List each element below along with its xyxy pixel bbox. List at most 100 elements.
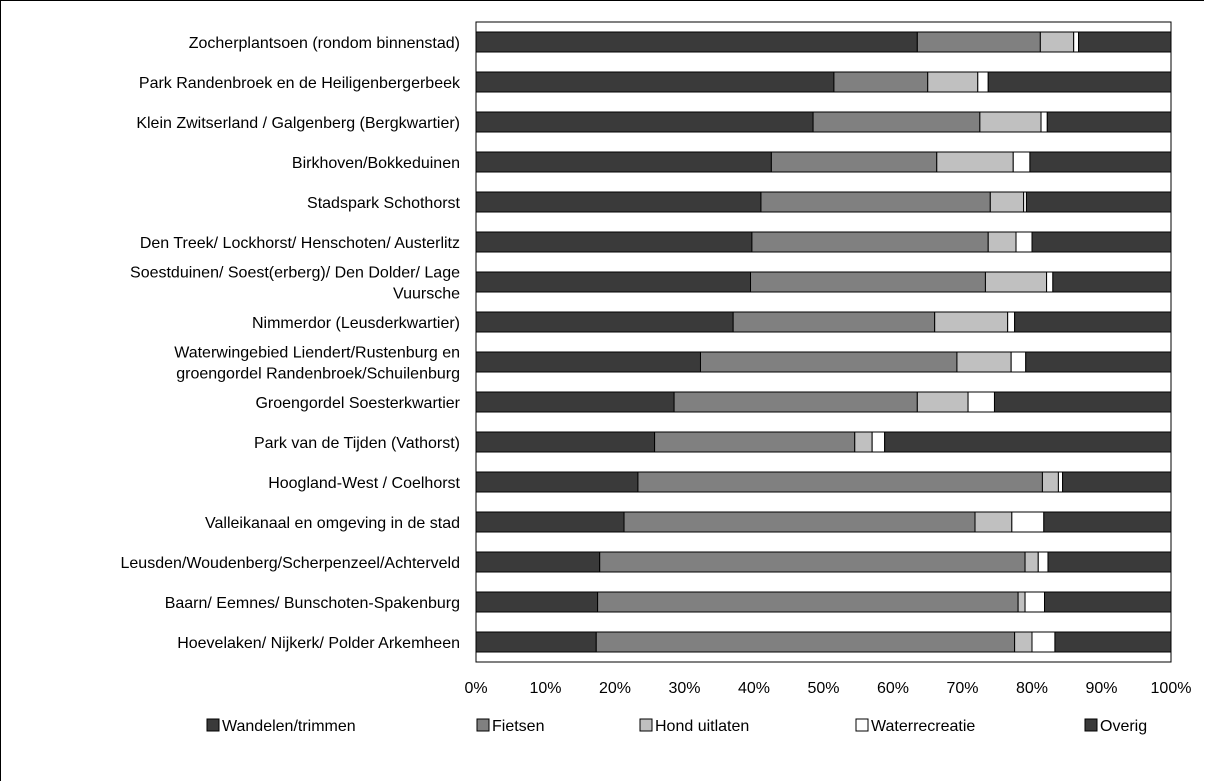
bar-segment bbox=[1014, 631, 1033, 653]
bar-segment bbox=[1024, 551, 1039, 573]
bar-segment bbox=[751, 231, 989, 253]
category-label: Park van de Tijden (Vathorst) bbox=[254, 435, 460, 452]
category-label: groengordel Randenbroek/Schuilenburg bbox=[176, 366, 460, 383]
bar-segment bbox=[1040, 111, 1048, 133]
bar-segment bbox=[974, 511, 1013, 533]
bar-segment bbox=[1012, 151, 1031, 173]
bar-segment bbox=[475, 311, 734, 333]
gridlines bbox=[475, 21, 1172, 663]
bar-segment bbox=[927, 71, 979, 93]
bar-segment bbox=[1078, 31, 1172, 53]
bar-segment bbox=[1031, 631, 1056, 653]
bar-segment bbox=[595, 631, 1016, 653]
bar-segment bbox=[979, 111, 1042, 133]
bar-segment bbox=[1044, 591, 1172, 613]
category-label: Leusden/Woudenberg/Scherpenzeel/Achterve… bbox=[121, 555, 461, 572]
x-tick-label: 90% bbox=[1085, 680, 1117, 697]
bar-segment bbox=[884, 431, 1172, 453]
category-label: Valleikanaal en omgeving in de stad bbox=[205, 515, 460, 532]
bar-segment bbox=[1054, 631, 1172, 653]
legend-swatch bbox=[855, 718, 869, 732]
legend-label: Overig bbox=[1100, 718, 1147, 735]
bar-segment bbox=[654, 431, 856, 453]
bar-segment bbox=[916, 31, 1041, 53]
category-label: Baarn/ Eemnes/ Bunschoten-Spakenburg bbox=[165, 595, 460, 612]
legend-label: Fietsen bbox=[492, 718, 544, 735]
bar-segment bbox=[956, 351, 1012, 373]
bar-segment bbox=[1007, 311, 1016, 333]
bar-segment bbox=[1017, 591, 1026, 613]
x-tick-label: 40% bbox=[738, 680, 770, 697]
bar-segment bbox=[1041, 471, 1059, 493]
bar-segment bbox=[475, 31, 918, 53]
bar-segment bbox=[475, 231, 753, 253]
x-tick-label: 80% bbox=[1016, 680, 1048, 697]
x-tick-label: 60% bbox=[877, 680, 909, 697]
legend-swatch bbox=[1084, 718, 1098, 732]
bar-segment bbox=[1047, 551, 1172, 573]
bar-segment bbox=[1014, 311, 1172, 333]
bar-segment bbox=[475, 511, 625, 533]
bar-segment bbox=[1046, 111, 1172, 133]
x-tick-label: 100% bbox=[1151, 680, 1192, 697]
category-label: Vuursche bbox=[393, 286, 460, 303]
bar-segment bbox=[871, 431, 886, 453]
bar-segment bbox=[760, 191, 991, 213]
bar-segment bbox=[1029, 151, 1172, 173]
bar-segment bbox=[475, 191, 762, 213]
category-label: Groengordel Soesterkwartier bbox=[255, 395, 460, 412]
bar-segment bbox=[854, 431, 873, 453]
bar-segment bbox=[770, 151, 938, 173]
category-label: Soestduinen/ Soest(erberg)/ Den Dolder/ … bbox=[130, 265, 460, 282]
legend-swatch bbox=[639, 718, 653, 732]
bar-segment bbox=[475, 471, 639, 493]
bar-segment bbox=[1011, 511, 1045, 533]
bar-segment bbox=[475, 551, 601, 573]
bar-segment bbox=[1025, 191, 1172, 213]
bar-segment bbox=[987, 71, 1172, 93]
bar-segment bbox=[1046, 271, 1054, 293]
bar-segment bbox=[475, 351, 701, 373]
legend-label: Hond uitlaten bbox=[655, 718, 749, 735]
bar-segment bbox=[475, 391, 675, 413]
category-label: Hoogland-West / Coelhorst bbox=[268, 475, 460, 492]
bar-segment bbox=[623, 511, 976, 533]
bar-segment bbox=[1031, 231, 1172, 253]
x-tick-label: 30% bbox=[668, 680, 700, 697]
bar-segment bbox=[987, 231, 1017, 253]
bar-segment bbox=[1073, 31, 1080, 53]
bar-segment bbox=[475, 431, 656, 453]
category-label: Nimmerdor (Leusderkwartier) bbox=[252, 315, 460, 332]
bar-segment bbox=[475, 591, 599, 613]
x-tick-label: 70% bbox=[946, 680, 978, 697]
legend-swatch bbox=[476, 718, 490, 732]
bar-segment bbox=[1010, 351, 1027, 373]
bar-segment bbox=[812, 111, 981, 133]
x-tick-label: 10% bbox=[529, 680, 561, 697]
bar-segment bbox=[1062, 471, 1172, 493]
bar-segment bbox=[637, 471, 1043, 493]
bar-segment bbox=[934, 311, 1009, 333]
x-tick-label: 20% bbox=[599, 680, 631, 697]
bar-segment bbox=[916, 391, 969, 413]
category-label: Hoevelaken/ Nijkerk/ Polder Arkemheen bbox=[177, 635, 460, 652]
bar-segment bbox=[699, 351, 958, 373]
bar-segment bbox=[1043, 511, 1172, 533]
bar-segment bbox=[1015, 231, 1033, 253]
bar-segment bbox=[1052, 271, 1172, 293]
bar-segment bbox=[1057, 471, 1064, 493]
category-label: Stadspark Schothorst bbox=[307, 195, 461, 212]
x-tick-label: 0% bbox=[464, 680, 487, 697]
x-tick-labels: 0% 10% 20% 30% 40% 50% 60% 70% 80% 90% 100% bbox=[464, 680, 1191, 697]
bar-segment bbox=[673, 391, 918, 413]
bar-segment bbox=[475, 271, 752, 293]
plot-border bbox=[475, 21, 1172, 663]
bar-segment bbox=[475, 631, 597, 653]
bar-segment bbox=[732, 311, 936, 333]
bar-segment bbox=[475, 151, 772, 173]
bar-segment bbox=[1024, 591, 1046, 613]
category-label: Birkhoven/Bokkeduinen bbox=[292, 155, 460, 172]
category-label: Zocherplantsoen (rondom binnenstad) bbox=[189, 35, 460, 52]
